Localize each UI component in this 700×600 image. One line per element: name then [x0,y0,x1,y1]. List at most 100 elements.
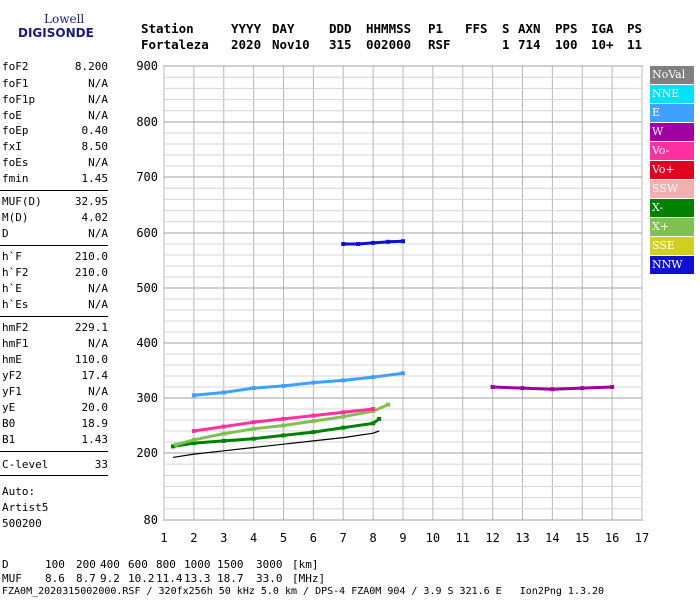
header-value: 10+ [591,37,614,52]
trace-point [251,436,256,441]
param-value: 210.0 [74,266,108,279]
muf-value: 10.2 [128,572,155,585]
trace-point [371,240,376,245]
param-name: foF1 [2,77,29,90]
param-name: foF1p [2,93,36,106]
trace-point [191,441,196,446]
header-label: YYYY [231,21,262,36]
param-row: yF1 N/A [2,385,108,401]
param-name: fxI [2,140,22,153]
x-tick-label: 6 [310,531,317,545]
trace-point [610,385,615,389]
param-row: M(D) 4.02 [2,211,108,227]
trace-point [311,380,316,385]
trace-point [371,407,376,411]
header-value: 002000 [366,37,412,52]
trace-point [341,425,346,430]
param-value: N/A [88,282,108,295]
param-name: C-level [2,458,49,471]
trace-point [311,419,316,424]
d-unit: [km] [292,558,319,571]
legend-item: NNE [650,85,694,103]
param-row: hmE 110.0 [2,353,108,369]
header-value: 100 [555,37,578,52]
header-label: P1 [428,21,444,36]
x-tick-label: 8 [370,531,377,545]
param-name: foEs [2,156,29,169]
param-name: M(D) [2,211,29,224]
y-tick-label: 400 [136,336,158,350]
param-row: h`F 210.0 [2,250,108,266]
trace-point [356,242,361,246]
param-separator [0,245,108,246]
trace-point [371,409,376,414]
trace-point [401,371,405,376]
param-row: foEp 0.40 [2,124,108,140]
param-row: h`E N/A [2,282,108,298]
param-value: N/A [88,385,108,398]
muf-value: 11.4 [156,572,183,585]
param-name: foE [2,109,22,122]
ionogram-chart: 1 2 3 4 5 6 7 8 9 10 11 12 13 14 15 16 17802003004005006… [136,59,649,545]
trace-point [377,416,382,421]
d-value: 600 [128,558,148,571]
x-tick-label: 2 [190,531,197,545]
param-row: D N/A [2,227,108,243]
param-name: yF1 [2,385,22,398]
param-separator [0,190,108,191]
param-row: foF1 N/A [2,77,108,93]
trace-point [580,386,585,391]
header-label: DAY [272,21,295,36]
header-value: Nov10 [272,37,310,52]
trace-e [192,371,405,397]
header-label: FFS [465,21,488,36]
param-value: N/A [88,227,108,240]
trace-point [311,430,316,435]
param-name: B0 [2,417,16,430]
trace-point [281,383,286,388]
param-name: yE [2,401,16,414]
param-value: N/A [88,298,108,311]
header-value: 2020 [231,37,262,52]
legend-item: X- [650,199,694,217]
param-row: foF1p N/A [2,93,108,109]
trace-point [251,426,256,431]
param-name: hmF1 [2,337,29,350]
param-row: foEs N/A [2,156,108,172]
param-row: yE 20.0 [2,401,108,417]
d-value: 3000 [256,558,283,571]
param-row: hmF1 N/A [2,337,108,353]
param-value: 4.02 [81,211,109,224]
trace-point [281,416,286,421]
muf-value: 8.7 [76,572,96,585]
profile-curve [172,430,380,459]
muf-value: 13.3 [184,572,211,585]
trace-point [371,421,376,426]
trace-point [341,414,346,419]
param-name: B1 [2,433,16,446]
x-tick-label: 16 [605,531,619,545]
logo-line2: DIGISONDE [18,26,94,40]
auto-line: 500200 [2,517,42,530]
header-label: PS [627,21,643,36]
param-name: hmF2 [2,321,29,334]
x-tick-label: 10 [426,531,440,545]
trace-point [371,375,376,380]
x-tick-label: 9 [399,531,406,545]
trace-point [341,378,346,383]
param-name: foEp [2,124,29,137]
trace-point [341,410,346,415]
muf-value: 18.7 [217,572,244,585]
x-tick-label: 1 [160,531,167,545]
y-tick-label: 800 [136,115,158,129]
y-tick-label: 600 [136,226,158,240]
param-value: N/A [88,156,108,169]
d-value: 100 [45,558,65,571]
digisonde-logo: Lowell DIGISONDE [4,4,94,44]
param-name: fmin [2,172,29,185]
file-info: FZA0M_2020315002000.RSF / 320fx256h 50 k… [2,586,605,597]
param-name: h`F2 [2,266,29,279]
header-label: HHMMSS [366,21,412,36]
x-tick-label: 11 [456,531,470,545]
trace-point [341,242,346,246]
